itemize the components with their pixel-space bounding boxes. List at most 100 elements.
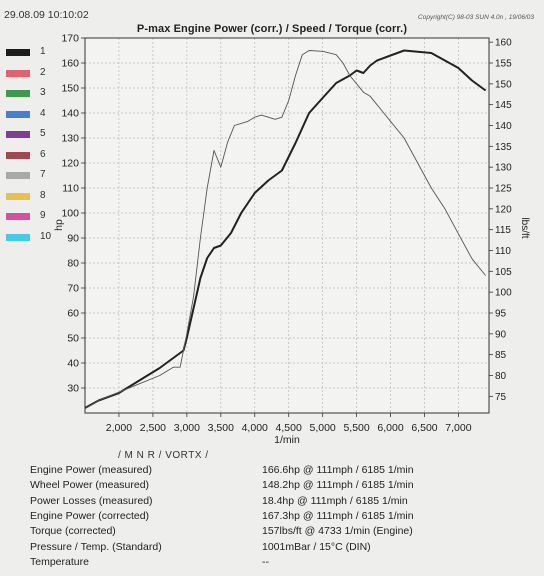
legend-swatch <box>6 151 30 159</box>
tick-label-x: 2,500 <box>140 422 166 434</box>
y-axis-label-left: hp <box>53 219 65 231</box>
result-row: Engine Power (measured) 166.6hp @ 111mph … <box>30 464 530 479</box>
tick-label-x: 4,000 <box>242 422 268 434</box>
result-label: Power Losses (measured) <box>30 494 153 507</box>
legend-item: 4 <box>6 108 56 122</box>
tick-label-left: 100 <box>61 208 79 220</box>
tick-label-right: 120 <box>495 204 512 215</box>
vehicle-label: / M N R / VORTX / <box>118 450 209 461</box>
tick-label-left: 80 <box>67 258 79 270</box>
tick-label-right: 80 <box>495 371 507 382</box>
tick-label-x: 2,000 <box>106 422 132 434</box>
tick-label-x: 6,000 <box>377 422 403 434</box>
tick-label-right: 105 <box>495 267 512 278</box>
copyright-text: Copyright(C) 98-03 SUN 4.0n , 19/06/03 <box>418 14 534 21</box>
torque-line <box>84 50 486 410</box>
tick-label-right: 130 <box>495 163 512 174</box>
result-value: 1001mBar / 15°C (DIN) <box>262 540 371 553</box>
legend-item: 3 <box>6 87 56 101</box>
legend-item: 8 <box>6 190 56 204</box>
legend-number: 4 <box>40 107 46 119</box>
tick-label-right: 110 <box>495 246 511 257</box>
legend-item: 1 <box>6 46 56 60</box>
legend-item: 2 <box>6 67 56 81</box>
tick-label-left: 70 <box>67 283 79 295</box>
y-axis-label-right: lbs/ft <box>519 217 530 238</box>
legend-item: 10 <box>6 231 56 245</box>
tick-label-left: 90 <box>67 233 79 245</box>
legend-number: 6 <box>40 148 46 160</box>
legend-number: 1 <box>40 46 46 57</box>
tick-label-x: 5,500 <box>343 422 369 434</box>
tick-label-left: 130 <box>61 133 79 145</box>
tick-label-left: 170 <box>61 33 79 45</box>
result-value: 18.4hp @ 111mph / 6185 1/min <box>262 494 408 507</box>
result-label: Engine Power (corrected) <box>30 509 150 522</box>
tick-label-right: 150 <box>495 79 512 90</box>
result-value: -- <box>262 555 269 568</box>
tick-label-right: 145 <box>495 100 512 111</box>
result-row: Power Losses (measured) 18.4hp @ 111mph /… <box>30 495 530 510</box>
result-label: Temperature <box>30 555 89 568</box>
tick-label-left: 50 <box>67 333 79 345</box>
legend-number: 3 <box>40 87 46 98</box>
legend-swatch <box>6 192 30 200</box>
tick-label-right: 100 <box>495 288 512 299</box>
tick-label-left: 140 <box>61 108 79 120</box>
chart-title: P-max Engine Power (corr.) / Speed / Tor… <box>136 23 408 35</box>
legend-number: 5 <box>40 128 46 139</box>
result-value: 157lbs/ft @ 4733 1/min (Engine) <box>262 525 413 538</box>
tick-label-left: 150 <box>61 83 79 95</box>
tick-label-left: 30 <box>67 383 79 395</box>
legend-swatch <box>6 213 30 220</box>
result-label: Pressure / Temp. (Standard) <box>30 540 162 553</box>
legend-item: 6 <box>6 149 56 163</box>
result-label: Wheel Power (measured) <box>30 479 150 492</box>
tick-label-left: 40 <box>67 358 79 370</box>
legend-swatch <box>6 172 30 179</box>
tick-label-right: 90 <box>495 329 507 340</box>
legend-swatch <box>6 69 30 77</box>
legend-swatch <box>6 110 30 118</box>
tick-label-right: 95 <box>495 309 507 320</box>
plot-area <box>85 38 489 413</box>
result-label: Torque (corrected) <box>30 525 116 538</box>
result-value: 167.3hp @ 111mph / 6185 1/min <box>262 509 414 522</box>
result-row: Pressure / Temp. (Standard) 1001mBar / 15… <box>30 541 530 556</box>
tick-label-right: 115 <box>495 225 511 236</box>
legend-number: 9 <box>40 210 46 221</box>
legend-swatch <box>6 233 30 241</box>
tick-label-x: 5,000 <box>310 422 336 434</box>
legend-item: 7 <box>6 169 56 183</box>
tick-label-x: 6,500 <box>411 422 437 434</box>
tick-label-right: 125 <box>495 184 512 195</box>
result-row: Temperature -- <box>30 556 530 571</box>
tick-label-x: 3,500 <box>208 422 234 434</box>
tick-label-right: 85 <box>495 350 507 361</box>
result-row: Torque (corrected) 157lbs/ft @ 4733 1/min… <box>30 525 530 540</box>
x-axis-label: 1/min <box>274 434 300 446</box>
legend-swatch <box>6 90 30 97</box>
tick-label-left: 110 <box>62 183 79 195</box>
legend-item: 5 <box>6 128 56 142</box>
tick-label-right: 75 <box>495 392 507 403</box>
tick-label-right: 140 <box>495 121 512 132</box>
tick-label-x: 7,000 <box>445 422 471 434</box>
tick-label-left: 120 <box>61 158 79 170</box>
result-value: 148.2hp @ 111mph / 6185 1/min <box>262 479 414 492</box>
result-label: Engine Power (measured) <box>30 464 152 476</box>
legend-number: 8 <box>40 189 46 201</box>
printout-datetime: 29.08.09 10:10:02 <box>4 9 89 21</box>
tick-label-x: 3,000 <box>174 422 200 434</box>
legend-swatch <box>6 49 30 56</box>
tick-label-left: 60 <box>67 308 79 320</box>
tick-label-right: 135 <box>495 142 512 153</box>
legend-number: 10 <box>40 230 52 242</box>
legend-item: 9 <box>6 210 56 224</box>
tick-label-right: 155 <box>495 59 512 70</box>
plot-frame <box>84 37 490 414</box>
legend-swatch <box>6 131 30 138</box>
result-row: Wheel Power (measured) 148.2hp @ 111mph /… <box>30 479 530 494</box>
result-row: Engine Power (corrected) 167.3hp @ 111mph… <box>30 510 530 525</box>
